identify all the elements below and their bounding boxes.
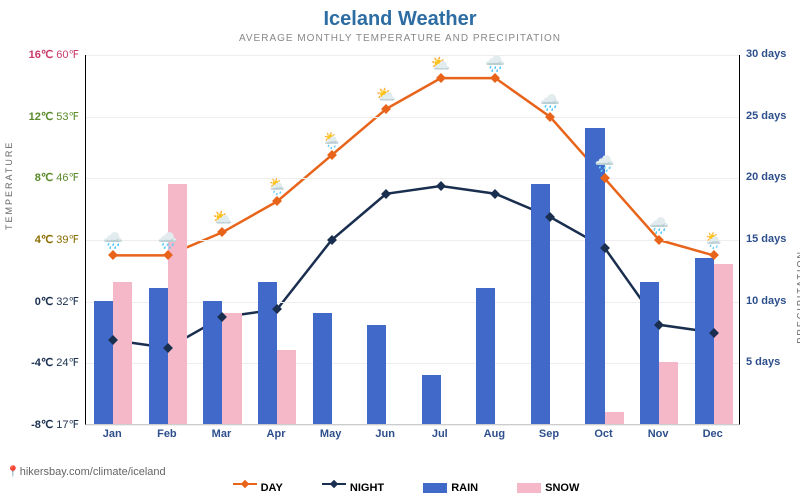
night-marker — [490, 189, 500, 199]
legend-day: DAY — [221, 482, 283, 494]
legend-snow: SNOW — [505, 482, 579, 494]
temp-tick: 4℃ 39℉ — [35, 233, 79, 246]
day-marker — [436, 73, 446, 83]
temp-tick: -8℃ 17℉ — [31, 418, 79, 431]
rain-bar — [476, 288, 495, 424]
month-label: Mar — [212, 428, 232, 440]
month-label: Nov — [648, 428, 669, 440]
weather-icon: ⛅ — [431, 54, 451, 74]
page-title: Iceland Weather — [0, 0, 800, 31]
night-marker — [436, 181, 446, 191]
day-marker — [381, 104, 391, 114]
weather-icon: 🌦️ — [322, 131, 342, 151]
weather-icon: 🌧️ — [540, 93, 560, 113]
weather-icon: 🌦️ — [704, 231, 724, 251]
day-marker — [327, 150, 337, 160]
weather-icon: 🌧️ — [649, 216, 669, 236]
temp-tick: 16℃ 60℉ — [29, 48, 79, 61]
weather-icon: 🌦️ — [267, 177, 287, 197]
precip-tick: 5 days — [746, 356, 780, 368]
rain-bar — [585, 128, 604, 424]
weather-icon: 🌧️ — [103, 231, 123, 251]
rain-bar — [313, 313, 332, 424]
y-axis-right: 5 days10 days15 days20 days25 days30 day… — [740, 55, 800, 425]
temp-tick: -4℃ 24℉ — [31, 356, 79, 369]
precip-tick: 15 days — [746, 233, 786, 245]
y-axis-left: -8℃ 17℉-4℃ 24℉0℃ 32℉4℃ 39℉8℃ 46℉12℃ 53℉1… — [0, 55, 85, 425]
snow-bar — [168, 184, 187, 425]
snow-bar — [277, 350, 296, 424]
legend-rain: RAIN — [411, 482, 478, 494]
month-label: Dec — [703, 428, 723, 440]
temp-tick: 8℃ 46℉ — [35, 171, 79, 184]
chart-area: 🌧️🌧️⛅🌦️🌦️⛅⛅🌧️🌧️🌧️🌧️🌦️ — [85, 55, 740, 425]
day-marker — [218, 227, 228, 237]
weather-icon: ⛅ — [212, 208, 232, 228]
snow-bar — [659, 362, 678, 424]
snow-bar — [113, 282, 132, 424]
day-marker — [654, 235, 664, 245]
rain-bar — [695, 258, 714, 425]
rain-bar — [258, 282, 277, 424]
day-marker — [545, 112, 555, 122]
month-label: Feb — [157, 428, 177, 440]
month-label: Jun — [375, 428, 395, 440]
pin-icon: 📍 — [6, 466, 20, 478]
month-label: May — [320, 428, 341, 440]
day-marker — [108, 250, 118, 260]
day-marker — [490, 73, 500, 83]
month-label: Apr — [267, 428, 286, 440]
rain-bar — [367, 325, 386, 424]
temp-tick: 0℃ 32℉ — [35, 295, 79, 308]
rain-bar — [422, 375, 441, 424]
legend: DAY NIGHT RAIN SNOW — [0, 482, 800, 494]
precip-tick: 25 days — [746, 110, 786, 122]
footer-attribution: 📍hikersbay.com/climate/iceland — [6, 465, 166, 478]
night-marker — [327, 235, 337, 245]
subtitle: AVERAGE MONTHLY TEMPERATURE AND PRECIPIT… — [0, 31, 800, 44]
x-axis-labels: Jan Feb Mar Apr May Jun Jul Aug Sep Oct Nov Dec — [85, 428, 740, 448]
rain-bar — [94, 301, 113, 424]
snow-bar — [222, 313, 241, 424]
precip-tick: 30 days — [746, 48, 786, 60]
day-marker — [272, 197, 282, 207]
precip-tick: 20 days — [746, 171, 786, 183]
month-label: Sep — [539, 428, 559, 440]
legend-night: NIGHT — [310, 482, 384, 494]
month-label: Jul — [432, 428, 448, 440]
month-label: Oct — [594, 428, 612, 440]
temp-tick: 12℃ 53℉ — [29, 110, 79, 123]
precip-tick: 10 days — [746, 295, 786, 307]
rain-bar — [640, 282, 659, 424]
weather-icon: 🌧️ — [485, 54, 505, 74]
month-label: Jan — [103, 428, 122, 440]
weather-icon: ⛅ — [376, 85, 396, 105]
snow-bar — [714, 264, 733, 424]
month-label: Aug — [484, 428, 505, 440]
snow-bar — [605, 412, 624, 424]
night-marker — [381, 189, 391, 199]
rain-bar — [149, 288, 168, 424]
